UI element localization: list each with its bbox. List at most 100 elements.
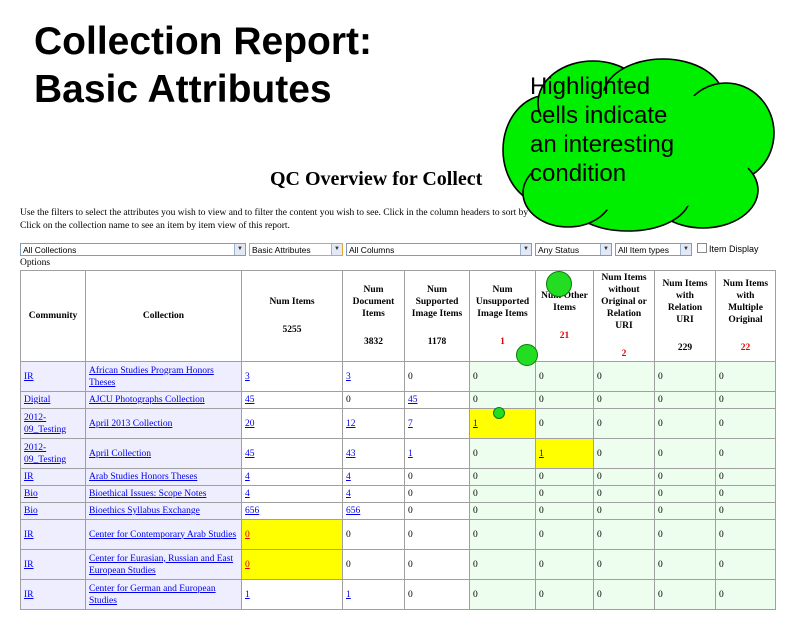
cell-collection[interactable]: Arab Studies Honors Theses [85,468,242,486]
cell-collection[interactable]: African Studies Program Honors Theses [85,361,242,392]
collection-value[interactable]: April Collection [89,448,152,459]
header-num-supported-image-items[interactable]: Num Supported Image Items 1178 [404,270,470,362]
num_document_items-value[interactable]: 656 [346,506,361,516]
collection-value[interactable]: Center for German and European Studies [89,583,216,606]
num_document_items-value[interactable]: 12 [346,418,356,429]
cell-num-items[interactable]: 1 [241,579,343,610]
item-types-filter-select[interactable]: All Item types ▼ [615,243,692,256]
community-value[interactable]: IR [24,589,34,600]
num_items-value[interactable]: 1 [245,589,250,600]
collection-value[interactable]: Arab Studies Honors Theses [89,472,198,482]
num_supported_image_items-value[interactable]: 45 [408,395,418,405]
collection-value[interactable]: Center for Contemporary Arab Studies [89,529,237,540]
cell-num-other-items[interactable]: 1 [535,438,594,469]
num_items-value[interactable]: 45 [245,448,255,459]
cell-num-items[interactable]: 4 [241,485,343,503]
cell-num-items[interactable]: 20 [241,408,343,439]
header-community[interactable]: Community [20,270,86,362]
cell-num-items[interactable]: 0 [241,549,343,580]
cell-num-supported-image-items[interactable]: 7 [404,408,470,439]
cell-num-items[interactable]: 3 [241,361,343,392]
header-num-items[interactable]: Num Items 5255 [241,270,343,362]
num_items-value[interactable]: 656 [245,506,260,516]
num_items-value[interactable]: 0 [245,559,250,570]
community-value[interactable]: Digital [24,395,51,405]
community-value[interactable]: 2012-09_Testing [24,412,67,435]
cell-num-items[interactable]: 45 [241,438,343,469]
cell-num-supported-image-items[interactable]: 45 [404,391,470,409]
cell-num-items[interactable]: 0 [241,519,343,550]
cell-community[interactable]: IR [20,519,86,550]
cell-num-items[interactable]: 4 [241,468,343,486]
community-value[interactable]: IR [24,472,34,482]
num_items-value[interactable]: 20 [245,418,255,429]
community-value[interactable]: IR [24,559,34,570]
header-num-document-items[interactable]: Num Document Items 3832 [342,270,405,362]
cell-community[interactable]: IR [20,468,86,486]
header-num-items-without-original[interactable]: Num Items without Original or Relation U… [593,270,655,362]
num_unsupported_image_items-value[interactable]: 1 [473,418,478,429]
cell-collection[interactable]: April Collection [85,438,242,469]
header-collection[interactable]: Collection [85,270,242,362]
community-value[interactable]: 2012-09_Testing [24,442,67,465]
cell-collection[interactable]: Center for German and European Studies [85,579,242,610]
cell-collection[interactable]: April 2013 Collection [85,408,242,439]
cell-num-document-items[interactable]: 4 [342,468,405,486]
num_document_items-value[interactable]: 43 [346,448,356,459]
num_items-value[interactable]: 4 [245,489,250,499]
cell-community[interactable]: Digital [20,391,86,409]
cell-collection[interactable]: Bioethics Syllabus Exchange [85,502,242,520]
cell-num-items[interactable]: 45 [241,391,343,409]
attributes-filter-select[interactable]: Basic Attributes ▼ [249,243,343,256]
community-value[interactable]: Bio [24,489,38,499]
num_document_items-value[interactable]: 3 [346,371,351,382]
community-value[interactable]: Bio [24,506,38,516]
cell-num-document-items[interactable]: 12 [342,408,405,439]
collection-value[interactable]: Bioethics Syllabus Exchange [89,506,200,516]
cell-community[interactable]: Bio [20,485,86,503]
collection-value[interactable]: Bioethical Issues: Scope Notes [89,489,207,499]
cell-num-document-items[interactable]: 656 [342,502,405,520]
num_supported_image_items-value[interactable]: 7 [408,418,413,429]
num_document_items-value[interactable]: 4 [346,472,351,482]
status-filter-select[interactable]: Any Status ▼ [535,243,612,256]
collection-value[interactable]: AJCU Photographs Collection [89,395,205,405]
cell-num-document-items[interactable]: 3 [342,361,405,392]
cell-collection[interactable]: Bioethical Issues: Scope Notes [85,485,242,503]
num_items-value[interactable]: 0 [245,529,250,540]
community-value[interactable]: IR [24,529,34,540]
num_other_items-value[interactable]: 1 [539,448,544,459]
cell-collection[interactable]: Center for Contemporary Arab Studies [85,519,242,550]
cell-num-document-items[interactable]: 1 [342,579,405,610]
num_items-value[interactable]: 45 [245,395,255,405]
cell-num-supported-image-items[interactable]: 1 [404,438,470,469]
community-value[interactable]: IR [24,371,34,382]
item-display-checkbox[interactable] [697,243,707,253]
num_document_items-value[interactable]: 1 [346,589,351,600]
cell-community[interactable]: IR [20,549,86,580]
collection-value[interactable]: Center for Eurasian, Russian and East Eu… [89,553,234,576]
cell-community[interactable]: 2012-09_Testing [20,408,86,439]
num_supported_image_items-value[interactable]: 1 [408,448,413,459]
header-num-items-with-relation-uri[interactable]: Num Items with Relation URI 229 [654,270,716,362]
cell-num-items[interactable]: 656 [241,502,343,520]
num_document_items-value[interactable]: 4 [346,489,351,499]
options-link[interactable]: Options [20,258,51,268]
cell-community[interactable]: 2012-09_Testing [20,438,86,469]
collection-value[interactable]: African Studies Program Honors Theses [89,365,214,388]
collection-value[interactable]: April 2013 Collection [89,418,173,429]
cell-community[interactable]: Bio [20,502,86,520]
cell-community[interactable]: IR [20,579,86,610]
num_items-value[interactable]: 3 [245,371,250,382]
cell-collection[interactable]: AJCU Photographs Collection [85,391,242,409]
cell-collection[interactable]: Center for Eurasian, Russian and East Eu… [85,549,242,580]
header-num-unsupported-image-items[interactable]: Num Unsupported Image Items 1 [469,270,536,362]
num_items-value[interactable]: 4 [245,472,250,482]
columns-filter-select[interactable]: All Columns ▼ [346,243,532,256]
item-display-toggle[interactable]: Item Display [697,243,759,256]
cell-community[interactable]: IR [20,361,86,392]
cell-num-document-items[interactable]: 4 [342,485,405,503]
collections-filter-select[interactable]: All Collections ▼ [20,243,246,256]
header-num-items-with-multiple-original[interactable]: Num Items with Multiple Original 22 [715,270,776,362]
cell-num-document-items[interactable]: 43 [342,438,405,469]
